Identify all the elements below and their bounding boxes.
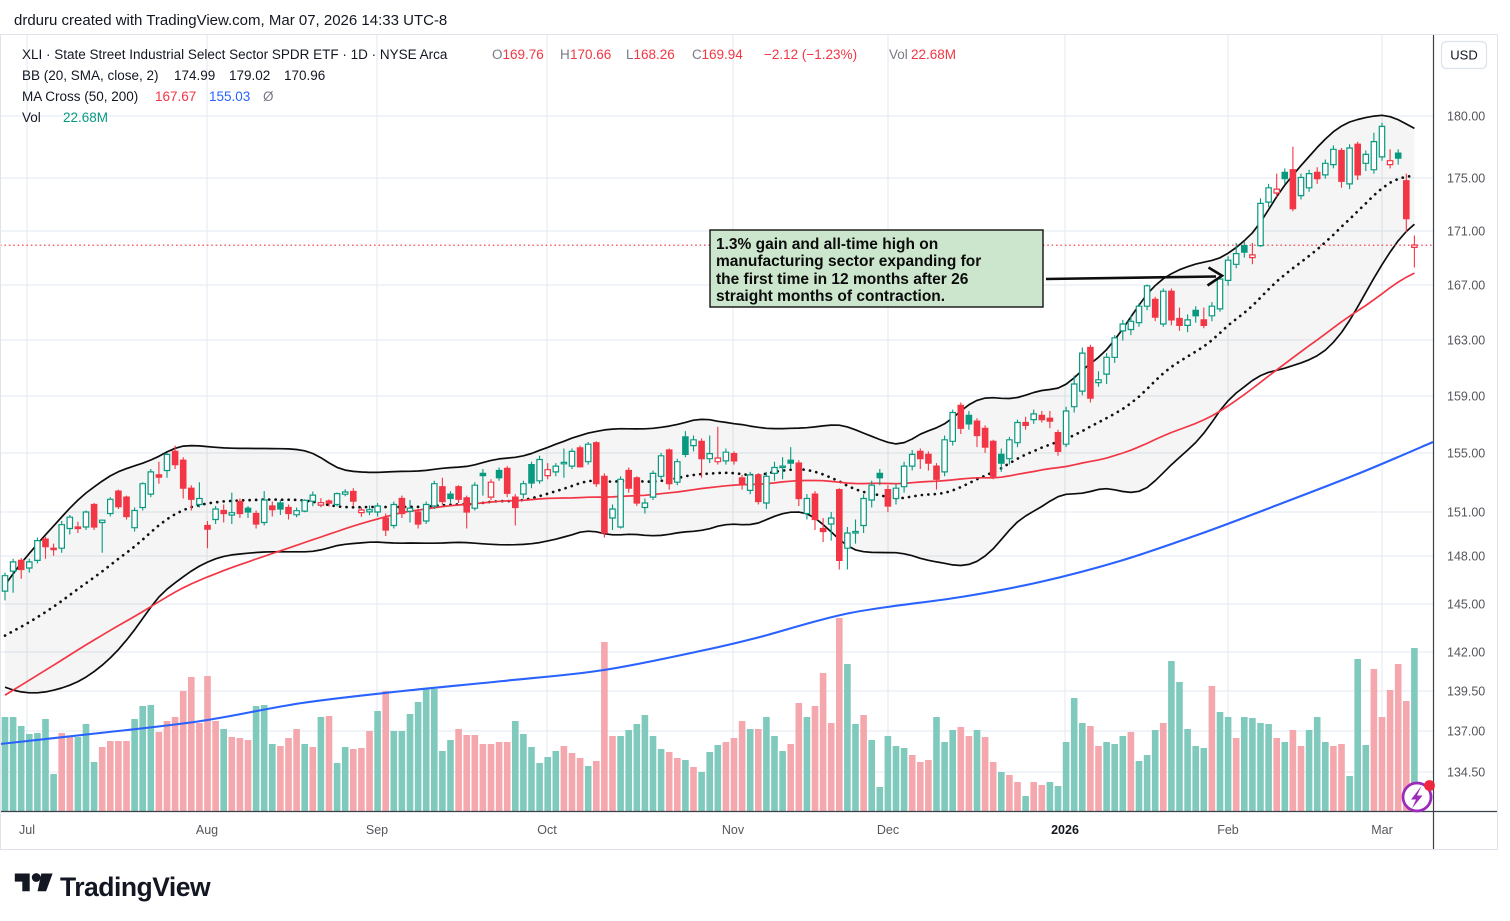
svg-text:Nov: Nov [722, 823, 745, 837]
svg-text:170.66: 170.66 [570, 47, 611, 62]
svg-text:C: C [692, 47, 702, 62]
svg-text:straight months of contraction: straight months of contraction. [716, 288, 945, 305]
svg-text:179.02: 179.02 [229, 68, 270, 83]
svg-text:168.26: 168.26 [634, 47, 675, 62]
svg-text:145.00: 145.00 [1447, 598, 1485, 612]
svg-text:Jul: Jul [19, 823, 35, 837]
svg-text:180.00: 180.00 [1447, 110, 1485, 124]
svg-text:155.03: 155.03 [209, 89, 250, 104]
svg-text:142.00: 142.00 [1447, 646, 1485, 660]
svg-text:L: L [626, 47, 634, 62]
svg-text:148.00: 148.00 [1447, 550, 1485, 564]
svg-text:137.00: 137.00 [1447, 725, 1485, 739]
svg-text:170.96: 170.96 [284, 68, 325, 83]
svg-text:Mar: Mar [1371, 823, 1393, 837]
svg-text:MA Cross (50, 200): MA Cross (50, 200) [22, 89, 138, 104]
svg-text:TradingView: TradingView [60, 872, 211, 902]
svg-text:22.68M: 22.68M [911, 47, 956, 62]
svg-text:134.50: 134.50 [1447, 766, 1485, 780]
svg-text:174.99: 174.99 [174, 68, 215, 83]
svg-text:XLI · State Street Industrial: XLI · State Street Industrial Select Sec… [22, 47, 448, 62]
svg-text:169.76: 169.76 [503, 47, 544, 62]
svg-text:155.00: 155.00 [1447, 447, 1485, 461]
svg-text:163.00: 163.00 [1447, 334, 1485, 348]
svg-text:22.68M: 22.68M [63, 110, 108, 125]
svg-text:BB (20, SMA, close, 2): BB (20, SMA, close, 2) [22, 68, 159, 83]
svg-text:167.67: 167.67 [155, 89, 196, 104]
svg-text:Oct: Oct [537, 823, 557, 837]
svg-text:−2.12 (−1.23%): −2.12 (−1.23%) [764, 47, 857, 62]
svg-text:Vol: Vol [889, 47, 908, 62]
svg-text:drduru created with TradingVie: drduru created with TradingView.com, Mar… [14, 12, 447, 29]
svg-text:Aug: Aug [196, 823, 218, 837]
svg-text:H: H [560, 47, 570, 62]
svg-text:Vol: Vol [22, 110, 41, 125]
svg-text:167.00: 167.00 [1447, 279, 1485, 293]
svg-text:Dec: Dec [877, 823, 899, 837]
svg-text:159.00: 159.00 [1447, 390, 1485, 404]
svg-text:O: O [492, 47, 503, 62]
svg-text:169.94: 169.94 [702, 47, 744, 62]
svg-text:171.00: 171.00 [1447, 225, 1485, 239]
svg-text:manufacturing sector expanding: manufacturing sector expanding for [716, 253, 981, 270]
svg-text:151.00: 151.00 [1447, 506, 1485, 520]
svg-text:the first time in 12 months af: the first time in 12 months after 26 [716, 271, 969, 288]
svg-text:Ø: Ø [263, 89, 274, 104]
svg-text:USD: USD [1450, 48, 1477, 63]
svg-text:Sep: Sep [366, 823, 388, 837]
svg-text:1.3% gain and all-time high on: 1.3% gain and all-time high on [716, 236, 938, 253]
svg-text:Feb: Feb [1217, 823, 1239, 837]
svg-text:139.50: 139.50 [1447, 685, 1485, 699]
svg-text:175.00: 175.00 [1447, 172, 1485, 186]
svg-text:2026: 2026 [1051, 823, 1079, 837]
